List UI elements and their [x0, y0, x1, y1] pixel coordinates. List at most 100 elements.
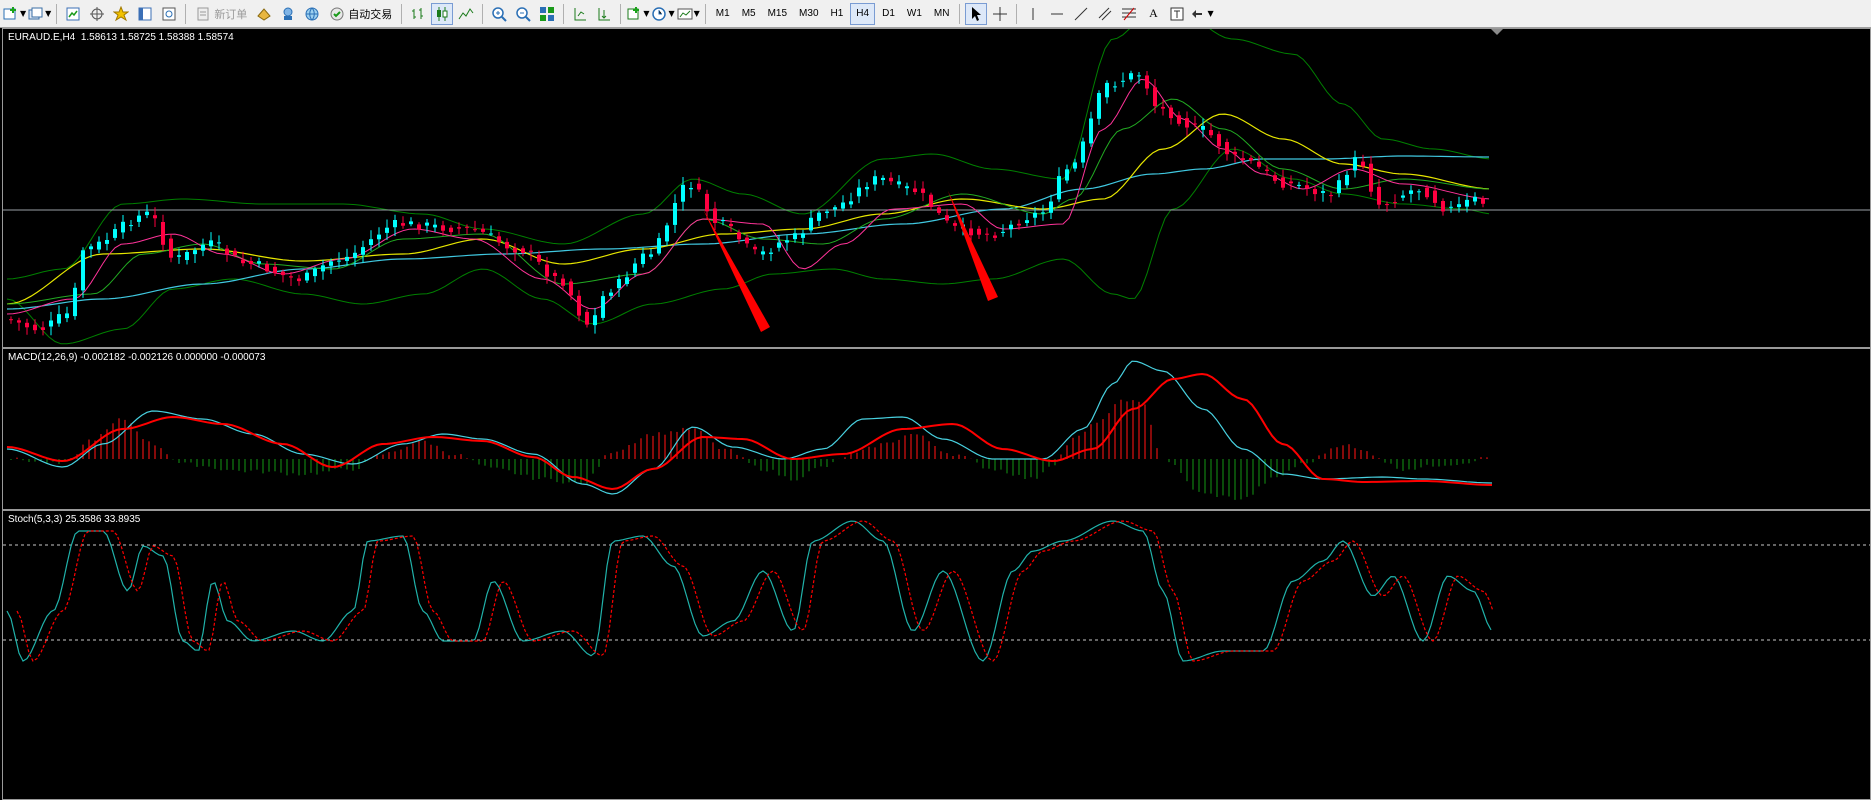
chevron-down-icon[interactable]: ▼ [668, 9, 675, 18]
timeframe-mn[interactable]: MN [933, 8, 950, 19]
text-tool-button[interactable]: A [1142, 3, 1164, 25]
vertical-line-button[interactable] [1022, 3, 1044, 25]
line-chart-button[interactable] [455, 3, 477, 25]
experts-button[interactable] [277, 3, 299, 25]
profiles-icon [28, 7, 43, 19]
terminal-button[interactable] [134, 3, 156, 25]
periods-button[interactable]: ▼ [651, 3, 675, 25]
bar-chart-button[interactable] [407, 3, 429, 25]
toolbar-separator [959, 3, 961, 24]
timeframe-d1[interactable]: D1 [882, 8, 895, 19]
zoom-out-button[interactable] [512, 3, 534, 25]
globe-button[interactable] [301, 3, 323, 25]
zoom-in-button[interactable] [488, 3, 510, 25]
timeframe-m1[interactable]: M1 [715, 8, 730, 19]
candle-body [1065, 169, 1069, 181]
candle-body [1177, 115, 1181, 124]
market-watch-icon [66, 7, 80, 20]
candlestick-icon [437, 6, 448, 21]
candle-body [953, 223, 957, 226]
cursor-tool-button[interactable] [965, 2, 988, 25]
vertical-line-icon [1032, 7, 1034, 20]
candle-body [1033, 212, 1037, 218]
candle-body [801, 233, 805, 238]
fibonacci-button[interactable] [1118, 3, 1140, 25]
metaeditor-button[interactable] [253, 3, 275, 25]
timeframe-m5[interactable]: M5 [741, 8, 756, 19]
chevron-down-icon[interactable]: ▼ [45, 9, 52, 18]
strategy-tester-button[interactable] [158, 3, 180, 25]
stoch-label: Stoch(5,3,3) 25.3586 33.8935 [8, 514, 141, 525]
timeframe-m15[interactable]: M15 [767, 8, 788, 19]
red-arrow-annotation [703, 209, 770, 332]
candle-body [361, 247, 365, 255]
candle-body [1441, 201, 1445, 212]
candle-body [289, 276, 293, 278]
candle-body [553, 272, 557, 276]
timeframe-w1[interactable]: W1 [906, 8, 922, 19]
candle-body [585, 311, 589, 325]
candle-body [561, 278, 565, 286]
market-watch-button[interactable] [62, 3, 84, 25]
candle-body [777, 242, 781, 248]
candle-body [889, 177, 893, 182]
bollinger-upper-band [6, 29, 1490, 280]
candle-body [1169, 107, 1173, 119]
candle-body [1097, 93, 1101, 119]
stochastic-pane[interactable]: Stoch(5,3,3) 25.3586 33.8935 [2, 510, 1871, 800]
moving-average-slow [6, 113, 1490, 305]
candle-body [121, 221, 125, 233]
new-chart-button[interactable]: ▼ [3, 3, 26, 25]
candle-body [769, 252, 773, 254]
ohlc-label: 1.58613 1.58725 1.58388 1.58574 [80, 32, 234, 43]
add-indicator-icon [627, 6, 640, 19]
chart-shift-button[interactable] [569, 3, 591, 25]
candle-body [393, 220, 397, 228]
candle-body [969, 228, 973, 236]
candle-body [1025, 220, 1029, 223]
profiles-button[interactable]: ▼ [28, 3, 51, 25]
candle-body [1017, 223, 1021, 226]
candle-body [1329, 195, 1333, 197]
horizontal-line-button[interactable] [1046, 3, 1068, 25]
tile-windows-button[interactable] [536, 3, 558, 25]
navigator-button[interactable] [110, 3, 132, 25]
auto-trading-button[interactable]: 自动交易 [325, 3, 396, 25]
globe-icon [305, 7, 319, 20]
chevron-down-icon[interactable]: ▼ [20, 9, 27, 18]
chevron-down-icon[interactable]: ▼ [643, 9, 650, 18]
candle-body [985, 233, 989, 235]
candle-body [665, 225, 669, 242]
macd-pane[interactable]: MACD(12,26,9) -0.002182 -0.002126 0.0000… [2, 348, 1871, 510]
crosshair-tool-button[interactable] [989, 3, 1011, 25]
data-window-button[interactable] [86, 3, 108, 25]
arrows-button[interactable]: ▼ [1190, 3, 1214, 25]
candle-body [113, 229, 117, 238]
candle-body [865, 187, 869, 190]
candle-body [465, 226, 469, 228]
timeframe-h4[interactable]: H4 [850, 2, 876, 25]
equidistant-channel-button[interactable] [1094, 3, 1116, 25]
candle-body [73, 287, 77, 317]
arrow-symbols-icon [1192, 9, 1203, 18]
timeframe-h1[interactable]: H1 [830, 8, 844, 19]
autoscroll-button[interactable] [593, 3, 615, 25]
price-chart-pane[interactable]: EURAUD.E,H4 1.58613 1.58725 1.58388 1.58… [2, 28, 1871, 348]
trendline-button[interactable] [1070, 3, 1092, 25]
trendline-icon [1075, 7, 1088, 20]
candle-body [305, 272, 309, 281]
candlestick-chart-button[interactable] [431, 2, 454, 25]
chart-window[interactable]: EURAUD.E,H4 1.58613 1.58725 1.58388 1.58… [0, 28, 1871, 800]
candle-body [1153, 87, 1157, 107]
crosshair-target-icon [90, 6, 105, 21]
text-label-button[interactable] [1166, 3, 1188, 25]
candle-body [513, 247, 517, 253]
timeframe-m30[interactable]: M30 [799, 8, 819, 19]
indicators-button[interactable]: ▼ [626, 3, 649, 25]
candle-body [297, 278, 301, 282]
chevron-down-icon[interactable]: ▼ [1207, 9, 1214, 18]
candle-body [1321, 191, 1325, 193]
chevron-down-icon[interactable]: ▼ [693, 9, 700, 18]
templates-button[interactable]: ▼ [677, 3, 700, 25]
new-order-button[interactable]: 新订单 [191, 3, 251, 25]
